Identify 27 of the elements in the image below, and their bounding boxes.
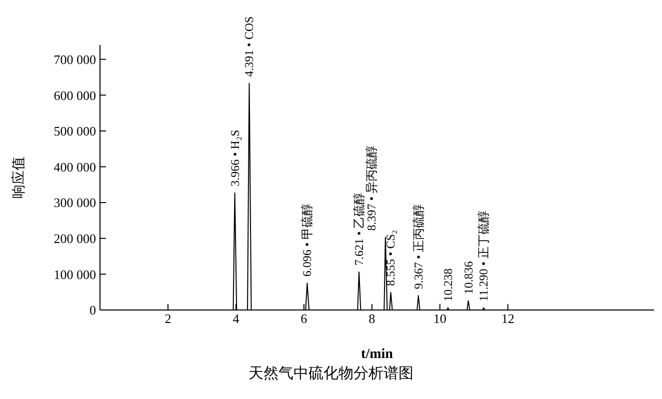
annotation: 6.096 • 甲硫醇: [300, 203, 314, 277]
annotation: 8.397 • 异丙硫醇: [364, 146, 378, 231]
y-tick-label: 200 000: [54, 230, 96, 246]
y-tick-label: 300 000: [54, 195, 96, 210]
x-tick-label: 6: [300, 311, 308, 326]
annotation: 3.966 • H₂S: [228, 130, 242, 186]
annotation: 11.290 • 正丁硫醇: [476, 210, 491, 302]
y-tick-label: 500 000: [54, 124, 96, 139]
x-axis-title: t/min: [361, 347, 394, 362]
x-tick-label: 10: [433, 311, 446, 326]
x-tick-label: 8: [368, 311, 376, 326]
annotation: 9.367 • 正丙硫醇: [411, 204, 426, 290]
y-tick-label: 400 000: [54, 159, 96, 174]
y-tick-label: 600 000: [54, 88, 96, 103]
annotation: 8.555 • CS₂: [384, 230, 398, 286]
y-axis-title: 响应值: [10, 156, 27, 198]
y-tick-label: 100 000: [54, 266, 96, 282]
annotation: 10.836: [461, 261, 476, 294]
x-tick-label: 2: [164, 311, 172, 326]
x-tick-label: 12: [501, 311, 514, 326]
annotation: 4.391 • COS: [242, 16, 256, 77]
x-tick-label: 4: [232, 311, 240, 326]
annotation: 7.621 • 乙硫醇: [352, 192, 366, 266]
annotation: 10.238: [440, 268, 455, 302]
y-tick-label: 0: [90, 302, 96, 318]
text: 天然气中硫化物分析谱图: [248, 364, 414, 383]
y-tick-label: 700 000: [54, 52, 96, 67]
